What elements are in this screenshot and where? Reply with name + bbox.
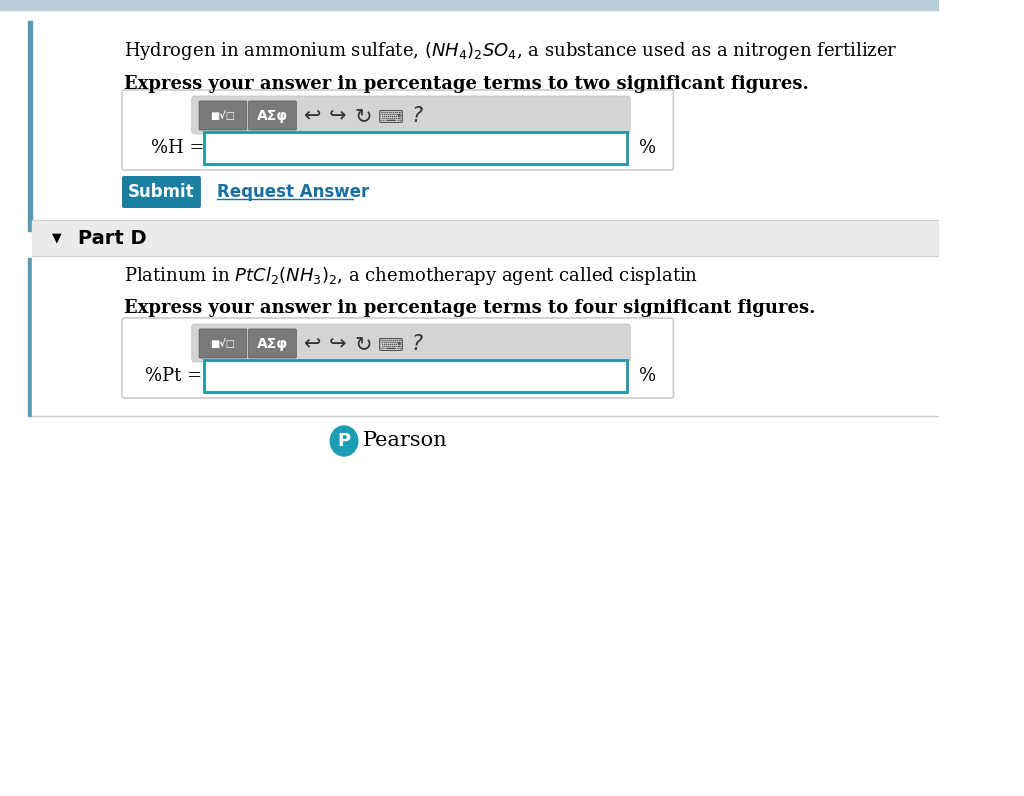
Text: Pearson: Pearson [364,431,447,451]
FancyBboxPatch shape [199,101,247,130]
Text: ↻: ↻ [354,106,372,126]
Text: ⌨: ⌨ [378,337,403,355]
FancyBboxPatch shape [122,318,674,398]
FancyBboxPatch shape [249,101,296,130]
Text: ↩: ↩ [303,106,321,126]
Text: ↩: ↩ [303,334,321,354]
Bar [204,360,628,392]
Text: ↪: ↪ [329,106,346,126]
FancyBboxPatch shape [199,329,247,358]
Text: P: P [338,432,350,450]
Text: Submit: Submit [128,183,195,201]
Text: %Pt =: %Pt = [145,367,202,385]
Text: Hydrogen in ammonium sulfate, $(NH_4)_2SO_4$, a substance used as a nitrogen fer: Hydrogen in ammonium sulfate, $(NH_4)_2S… [124,40,897,62]
FancyBboxPatch shape [122,90,674,170]
Text: Part D: Part D [78,228,146,248]
Bar [0,0,939,10]
Text: ↻: ↻ [354,334,372,354]
Text: Request Answer: Request Answer [217,183,370,201]
Bar [204,132,628,164]
Text: AΣφ: AΣφ [257,109,288,123]
Bar [32,220,939,256]
Text: ?: ? [412,106,423,126]
FancyBboxPatch shape [122,176,201,208]
Circle shape [331,426,357,456]
FancyBboxPatch shape [191,324,630,362]
FancyBboxPatch shape [249,329,296,358]
Bar [32,258,939,416]
Bar [28,21,32,231]
Text: ↪: ↪ [329,334,346,354]
Text: Express your answer in percentage terms to four significant figures.: Express your answer in percentage terms … [124,299,815,317]
Text: %: % [639,139,656,157]
Text: %: % [639,367,656,385]
Text: ?: ? [412,334,423,354]
Text: ▼: ▼ [52,232,61,244]
Text: ■√□: ■√□ [210,339,236,349]
Text: %H =: %H = [152,139,205,157]
Text: ⌨: ⌨ [378,109,403,127]
Text: ■√□: ■√□ [210,111,236,121]
Text: Platinum in $PtCl_2(NH_3)_2$, a chemotherapy agent called cisplatin: Platinum in $PtCl_2(NH_3)_2$, a chemothe… [124,265,698,287]
Bar [28,258,32,416]
Text: AΣφ: AΣφ [257,337,288,351]
Text: Express your answer in percentage terms to two significant figures.: Express your answer in percentage terms … [124,75,809,93]
FancyBboxPatch shape [191,96,630,134]
